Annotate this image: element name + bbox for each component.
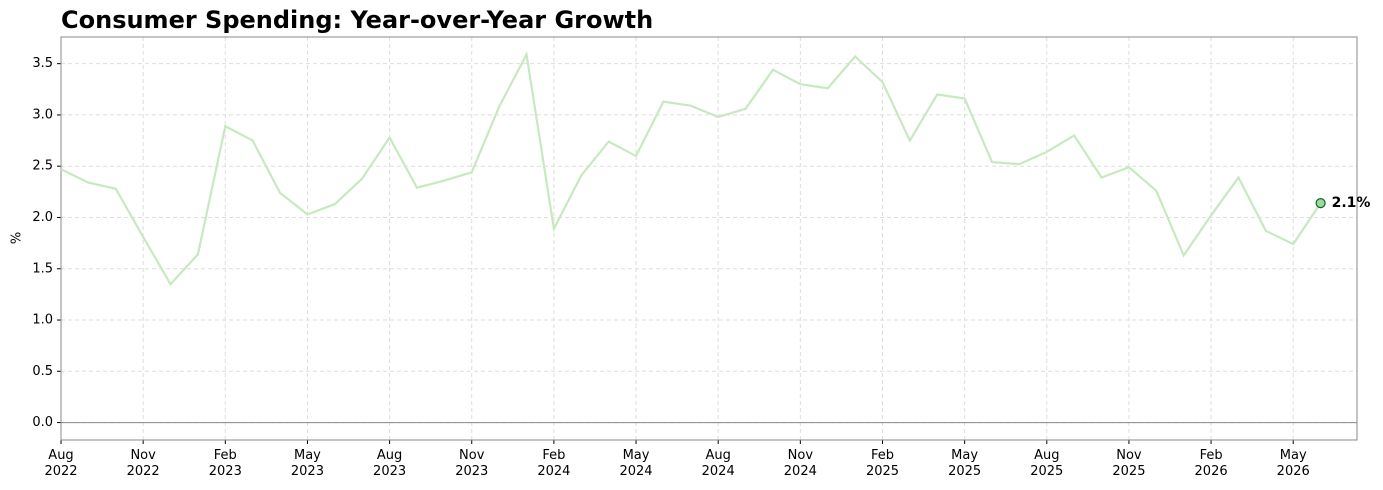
chart-title: Consumer Spending: Year-over-Year Growth	[61, 6, 653, 34]
x-tick-label: Nov 2025	[1112, 448, 1146, 479]
y-tick-label: 1.0	[32, 313, 53, 328]
x-tick-label: May 2024	[619, 448, 653, 479]
y-tick-label: 2.5	[32, 159, 53, 174]
x-tick-label: Nov 2022	[126, 448, 160, 479]
plot-frame	[60, 36, 1358, 441]
x-tick-label: Feb 2024	[537, 448, 571, 479]
x-tick-label: Feb 2026	[1194, 448, 1228, 479]
y-tick-label: 0.0	[32, 415, 53, 430]
y-tick-label: 2.0	[32, 210, 53, 225]
x-tick-label: Aug 2022	[44, 448, 78, 479]
x-tick-label: Feb 2023	[208, 448, 242, 479]
series-line	[60, 50, 1322, 286]
x-tick-label: Aug 2023	[373, 448, 407, 479]
y-tick-label: 3.0	[32, 107, 53, 122]
x-tick-label: Nov 2024	[783, 448, 817, 479]
y-tick-label: 0.5	[32, 364, 53, 379]
value-label: 2.1%	[1332, 195, 1371, 211]
x-tick-label: Aug 2025	[1030, 448, 1064, 479]
y-axis-label: %	[10, 232, 25, 244]
x-tick-label: May 2023	[290, 448, 324, 479]
x-tick-label: Nov 2023	[455, 448, 489, 479]
x-tick-label: May 2026	[1276, 448, 1310, 479]
end-marker	[1315, 198, 1326, 209]
x-tick-label: Aug 2024	[701, 448, 735, 479]
x-tick-label: Feb 2025	[865, 448, 900, 479]
x-tick-label: May 2025	[948, 448, 982, 479]
y-tick-label: 3.5	[32, 56, 53, 71]
y-tick-label: 1.5	[32, 261, 53, 276]
